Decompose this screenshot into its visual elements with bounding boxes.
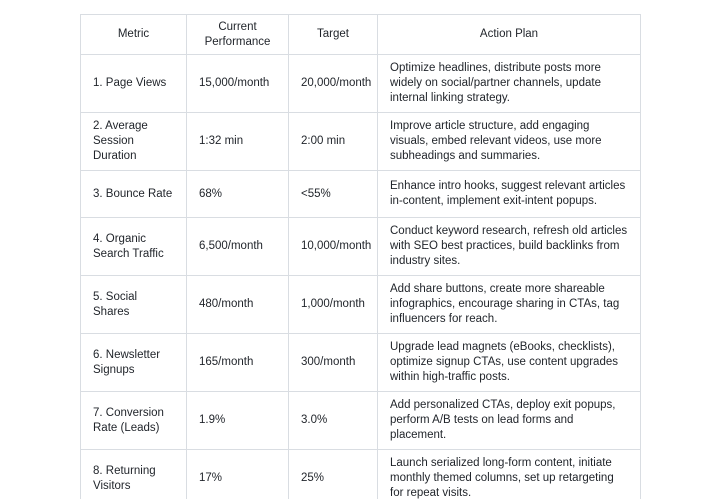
table-row: 7. Conversion Rate (Leads) 1.9% 3.0% Add…	[80, 391, 641, 450]
cell-action: Improve article structure, add engaging …	[377, 112, 641, 171]
cell-current: 68%	[186, 170, 289, 218]
cell-target: 20,000/month	[288, 54, 378, 113]
table-row: 5. Social Shares 480/month 1,000/month A…	[80, 275, 641, 334]
header-action-plan: Action Plan	[377, 14, 641, 55]
cell-metric: 6. Newsletter Signups	[80, 333, 187, 392]
table-row: 2. Average Session Duration 1:32 min 2:0…	[80, 112, 641, 171]
cell-metric: 4. Organic Search Traffic	[80, 217, 187, 276]
metrics-table-container: Metric Current Performance Target Action…	[80, 14, 641, 499]
cell-action: Conduct keyword research, refresh old ar…	[377, 217, 641, 276]
header-current-performance: Current Performance	[186, 14, 289, 55]
cell-target: 300/month	[288, 333, 378, 392]
table-row: 3. Bounce Rate 68% <55% Enhance intro ho…	[80, 170, 641, 218]
table-header-row: Metric Current Performance Target Action…	[80, 14, 641, 55]
cell-metric: 2. Average Session Duration	[80, 112, 187, 171]
metrics-table: Metric Current Performance Target Action…	[80, 14, 641, 499]
header-metric: Metric	[80, 14, 187, 55]
cell-action: Optimize headlines, distribute posts mor…	[377, 54, 641, 113]
cell-metric: 5. Social Shares	[80, 275, 187, 334]
cell-current: 15,000/month	[186, 54, 289, 113]
cell-target: <55%	[288, 170, 378, 218]
cell-current: 17%	[186, 449, 289, 499]
cell-current: 480/month	[186, 275, 289, 334]
cell-action: Add share buttons, create more shareable…	[377, 275, 641, 334]
cell-action: Upgrade lead magnets (eBooks, checklists…	[377, 333, 641, 392]
table-row: 8. Returning Visitors 17% 25% Launch ser…	[80, 449, 641, 499]
cell-action: Launch serialized long-form content, ini…	[377, 449, 641, 499]
cell-target: 1,000/month	[288, 275, 378, 334]
cell-current: 6,500/month	[186, 217, 289, 276]
cell-action: Add personalized CTAs, deploy exit popup…	[377, 391, 641, 450]
cell-current: 1:32 min	[186, 112, 289, 171]
cell-target: 3.0%	[288, 391, 378, 450]
table-row: 4. Organic Search Traffic 6,500/month 10…	[80, 217, 641, 276]
table-row: 6. Newsletter Signups 165/month 300/mont…	[80, 333, 641, 392]
cell-target: 25%	[288, 449, 378, 499]
cell-action: Enhance intro hooks, suggest relevant ar…	[377, 170, 641, 218]
cell-current: 1.9%	[186, 391, 289, 450]
header-target: Target	[288, 14, 378, 55]
cell-target: 2:00 min	[288, 112, 378, 171]
cell-metric: 8. Returning Visitors	[80, 449, 187, 499]
cell-target: 10,000/month	[288, 217, 378, 276]
cell-metric: 7. Conversion Rate (Leads)	[80, 391, 187, 450]
table-row: 1. Page Views 15,000/month 20,000/month …	[80, 54, 641, 113]
cell-metric: 3. Bounce Rate	[80, 170, 187, 218]
cell-metric: 1. Page Views	[80, 54, 187, 113]
cell-current: 165/month	[186, 333, 289, 392]
